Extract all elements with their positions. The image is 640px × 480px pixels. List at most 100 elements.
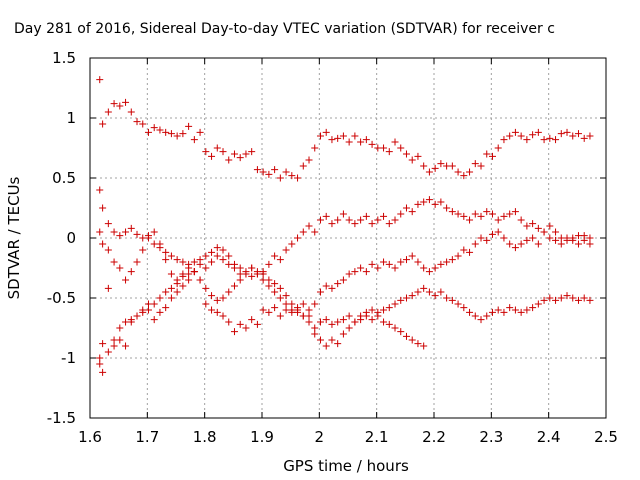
plot-frame: [89, 57, 607, 419]
data-point: [150, 316, 158, 324]
data-point: [202, 252, 210, 260]
data-point: [351, 132, 359, 140]
data-point: [225, 318, 233, 326]
data-point: [483, 236, 491, 244]
data-point: [402, 294, 410, 302]
data-point: [190, 268, 198, 276]
data-point: [380, 258, 388, 266]
data-point: [276, 312, 284, 320]
data-point: [534, 224, 542, 232]
data-point: [213, 296, 221, 304]
data-point: [259, 276, 267, 284]
data-point: [311, 228, 319, 236]
data-point: [242, 150, 250, 158]
data-point: [116, 324, 124, 332]
data-point: [144, 128, 152, 136]
data-point: [368, 316, 376, 324]
data-point: [540, 136, 548, 144]
data-point: [208, 258, 216, 266]
data-point: [253, 270, 261, 278]
data-point: [99, 368, 107, 376]
x-tick-label: 2.5: [594, 428, 618, 446]
data-point: [328, 284, 336, 292]
data-point: [414, 200, 422, 208]
data-point: [362, 308, 370, 316]
x-tick-label: 2.4: [537, 428, 561, 446]
data-point: [334, 134, 342, 142]
data-point: [402, 150, 410, 158]
data-point: [116, 102, 124, 110]
data-point: [552, 296, 560, 304]
data-point: [110, 342, 118, 350]
data-point: [328, 220, 336, 228]
data-point: [385, 260, 393, 268]
data-point: [276, 256, 284, 264]
data-point: [466, 308, 474, 316]
data-point: [334, 280, 342, 288]
data-point: [483, 312, 491, 320]
data-point: [351, 268, 359, 276]
data-point: [282, 300, 290, 308]
data-point: [345, 270, 353, 278]
x-tick-label: 2.1: [365, 428, 389, 446]
data-point: [368, 140, 376, 148]
data-point: [133, 118, 141, 126]
data-point: [431, 264, 439, 272]
y-tick-labels: 1.5 1 0.5 0 -0.5 -1 -1.5: [47, 49, 76, 427]
data-point: [190, 258, 198, 266]
data-point: [443, 294, 451, 302]
data-point: [282, 306, 290, 314]
data-point: [546, 294, 554, 302]
data-point: [517, 216, 525, 224]
data-point: [288, 308, 296, 316]
data-point: [471, 240, 479, 248]
data-point: [162, 128, 170, 136]
data-point: [122, 342, 130, 350]
data-point: [259, 306, 267, 314]
data-point: [248, 272, 256, 280]
x-axis-label: GPS time / hours: [283, 457, 409, 475]
data-point: [494, 144, 502, 152]
data-point: [322, 342, 330, 350]
data-point: [374, 312, 382, 320]
data-point: [351, 318, 359, 326]
data-point: [534, 128, 542, 136]
data-point: [580, 232, 588, 240]
data-point: [253, 166, 261, 174]
data-point: [580, 294, 588, 302]
data-point: [357, 264, 365, 272]
data-point: [299, 300, 307, 308]
data-point: [523, 306, 531, 314]
data-point: [420, 264, 428, 272]
data-point: [316, 318, 324, 326]
data-point: [408, 252, 416, 260]
data-point: [96, 228, 104, 236]
data-point: [156, 126, 164, 134]
data-point: [425, 268, 433, 276]
data-point: [173, 256, 181, 264]
data-point: [294, 304, 302, 312]
data-point: [552, 136, 560, 144]
data-point: [357, 312, 365, 320]
data-point: [213, 252, 221, 260]
data-point: [534, 300, 542, 308]
data-points: [96, 76, 594, 376]
data-point: [104, 284, 112, 292]
x-tick-label: 1.6: [78, 428, 102, 446]
data-point: [316, 336, 324, 344]
data-point: [144, 300, 152, 308]
data-point: [362, 136, 370, 144]
data-point: [420, 198, 428, 206]
data-point: [167, 130, 175, 138]
data-point: [506, 240, 514, 248]
data-point: [391, 216, 399, 224]
data-point: [391, 138, 399, 146]
data-point: [282, 292, 290, 300]
data-point: [374, 216, 382, 224]
data-point: [122, 98, 130, 106]
data-point: [104, 348, 112, 356]
data-point: [96, 354, 104, 362]
data-point: [167, 294, 175, 302]
data-point: [391, 324, 399, 332]
